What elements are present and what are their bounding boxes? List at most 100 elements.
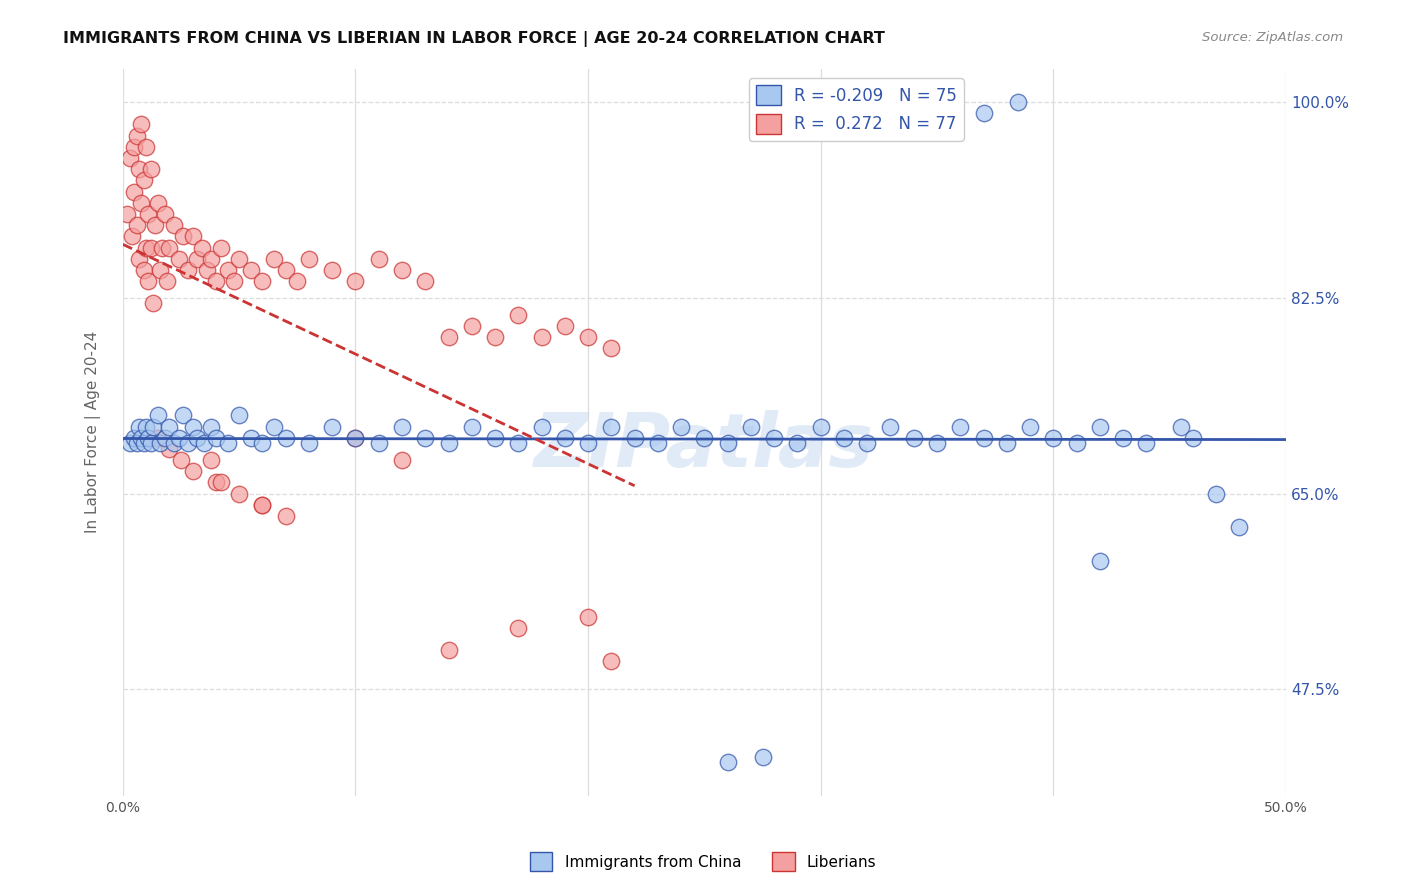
Point xyxy=(949,419,972,434)
Point xyxy=(600,655,623,669)
Legend: R = -0.209   N = 75, R =  0.272   N = 77: R = -0.209 N = 75, R = 0.272 N = 77 xyxy=(749,78,963,141)
Text: ZIPatlas: ZIPatlas xyxy=(534,410,875,483)
Point xyxy=(1019,419,1042,434)
Point xyxy=(600,341,623,355)
Point xyxy=(205,475,228,490)
Point xyxy=(149,263,172,277)
Point xyxy=(118,151,141,165)
Point xyxy=(139,162,162,177)
Point xyxy=(530,330,553,344)
Point xyxy=(1170,419,1192,434)
Point xyxy=(200,252,222,266)
Point xyxy=(138,431,160,445)
Point xyxy=(132,263,155,277)
Point xyxy=(125,436,148,450)
Point xyxy=(669,419,692,434)
Point xyxy=(121,229,143,244)
Point xyxy=(391,263,413,277)
Point xyxy=(177,436,200,450)
Point xyxy=(1229,520,1251,534)
Point xyxy=(181,229,204,244)
Point xyxy=(139,436,162,450)
Point xyxy=(554,431,576,445)
Point xyxy=(508,308,530,322)
Point xyxy=(146,195,169,210)
Point xyxy=(740,419,762,434)
Point xyxy=(128,252,150,266)
Point xyxy=(321,263,343,277)
Point xyxy=(181,419,204,434)
Point xyxy=(125,128,148,143)
Point xyxy=(131,195,153,210)
Point xyxy=(1088,419,1111,434)
Point xyxy=(810,419,832,434)
Point xyxy=(167,431,190,445)
Point xyxy=(298,252,321,266)
Point xyxy=(205,431,228,445)
Point xyxy=(1181,431,1204,445)
Point xyxy=(623,431,645,445)
Point xyxy=(344,274,367,288)
Point xyxy=(263,252,285,266)
Point xyxy=(600,419,623,434)
Point xyxy=(508,436,530,450)
Point xyxy=(1007,95,1029,109)
Point xyxy=(193,436,215,450)
Point xyxy=(132,173,155,187)
Point xyxy=(693,431,716,445)
Point xyxy=(647,436,669,450)
Point xyxy=(186,431,208,445)
Point xyxy=(252,498,274,512)
Point xyxy=(1066,436,1088,450)
Point xyxy=(172,229,194,244)
Point xyxy=(128,162,150,177)
Point xyxy=(138,207,160,221)
Point xyxy=(274,431,297,445)
Point xyxy=(413,431,436,445)
Point xyxy=(786,436,808,450)
Point xyxy=(135,240,157,254)
Point xyxy=(191,240,214,254)
Point xyxy=(131,118,153,132)
Point xyxy=(1112,431,1135,445)
Point xyxy=(413,274,436,288)
Point xyxy=(856,436,879,450)
Point xyxy=(239,431,262,445)
Point xyxy=(228,409,250,423)
Y-axis label: In Labor Force | Age 20-24: In Labor Force | Age 20-24 xyxy=(86,331,101,533)
Point xyxy=(228,252,250,266)
Point xyxy=(252,436,274,450)
Point xyxy=(138,274,160,288)
Point xyxy=(461,419,484,434)
Point xyxy=(274,263,297,277)
Point xyxy=(170,453,193,467)
Point xyxy=(228,486,250,500)
Point xyxy=(717,755,740,769)
Point xyxy=(1088,554,1111,568)
Point xyxy=(153,431,176,445)
Point xyxy=(149,436,172,450)
Point xyxy=(576,330,599,344)
Point xyxy=(157,442,180,456)
Point xyxy=(973,431,995,445)
Point xyxy=(124,185,146,199)
Point xyxy=(217,263,239,277)
Point xyxy=(200,453,222,467)
Point xyxy=(879,419,901,434)
Point xyxy=(298,436,321,450)
Point xyxy=(135,140,157,154)
Point xyxy=(263,419,285,434)
Text: Source: ZipAtlas.com: Source: ZipAtlas.com xyxy=(1202,31,1343,45)
Point xyxy=(832,431,855,445)
Point xyxy=(763,431,786,445)
Point xyxy=(177,263,200,277)
Point xyxy=(344,431,367,445)
Point xyxy=(1135,436,1157,450)
Point xyxy=(391,419,413,434)
Point xyxy=(150,240,173,254)
Point xyxy=(117,207,139,221)
Point xyxy=(973,106,995,120)
Point xyxy=(239,263,262,277)
Point xyxy=(576,609,599,624)
Point xyxy=(205,274,228,288)
